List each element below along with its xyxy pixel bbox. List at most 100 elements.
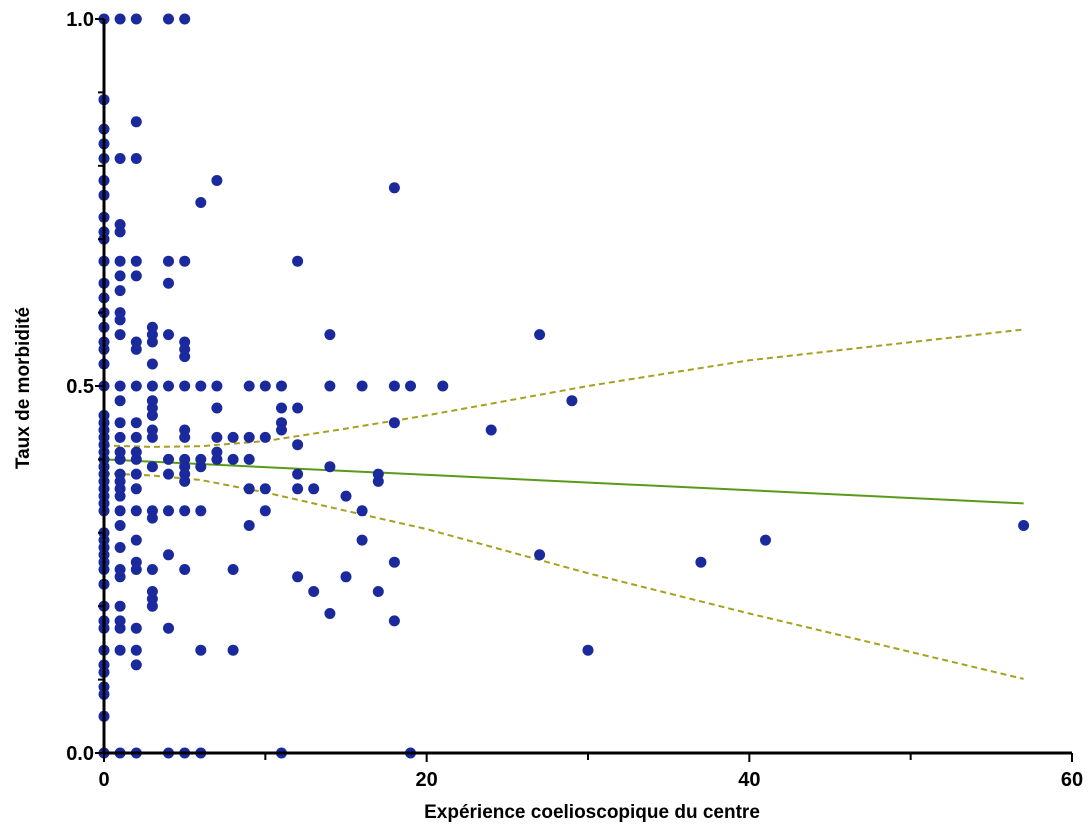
data-point bbox=[340, 571, 352, 583]
data-point bbox=[146, 336, 158, 348]
y-tick-label: 0.0 bbox=[66, 743, 94, 765]
data-point bbox=[130, 116, 142, 128]
data-point bbox=[211, 431, 223, 443]
data-point bbox=[534, 549, 546, 561]
data-point bbox=[760, 534, 771, 546]
data-point bbox=[179, 431, 191, 443]
data-point bbox=[195, 505, 207, 517]
data-point bbox=[130, 644, 142, 656]
data-point bbox=[195, 197, 207, 208]
data-point bbox=[163, 277, 174, 289]
data-point bbox=[292, 571, 304, 583]
x-tick-label: 0 bbox=[98, 769, 109, 791]
ci-upper-line bbox=[103, 328, 1024, 448]
data-point bbox=[227, 453, 239, 465]
data-point bbox=[114, 622, 126, 634]
data-point bbox=[163, 549, 174, 561]
data-point bbox=[340, 490, 352, 502]
data-point bbox=[372, 475, 384, 487]
data-point bbox=[276, 424, 287, 436]
data-point bbox=[163, 453, 174, 465]
data-point bbox=[388, 182, 400, 194]
x-axis-title: Expérience coelioscopique du centre bbox=[424, 802, 760, 823]
data-point bbox=[163, 329, 174, 341]
data-point bbox=[179, 351, 191, 363]
data-point bbox=[211, 175, 223, 186]
data-point bbox=[146, 380, 158, 392]
data-point bbox=[163, 380, 174, 392]
data-point bbox=[195, 644, 207, 656]
data-point bbox=[405, 380, 416, 392]
data-point bbox=[211, 380, 223, 392]
data-point bbox=[163, 505, 174, 517]
data-point bbox=[163, 13, 174, 25]
data-point bbox=[243, 520, 255, 531]
data-point bbox=[388, 556, 400, 568]
data-point bbox=[130, 380, 142, 392]
data-point bbox=[130, 343, 142, 355]
data-point bbox=[388, 615, 400, 627]
data-point bbox=[130, 622, 142, 634]
data-point bbox=[179, 564, 191, 575]
data-point bbox=[130, 13, 142, 25]
data-point bbox=[179, 13, 191, 25]
data-point bbox=[146, 600, 158, 612]
data-point bbox=[227, 564, 239, 575]
data-point bbox=[114, 314, 126, 326]
data-point bbox=[146, 512, 158, 524]
data-point bbox=[130, 153, 142, 164]
data-point bbox=[259, 483, 271, 495]
data-point bbox=[243, 483, 255, 495]
data-point bbox=[114, 255, 126, 267]
data-point bbox=[114, 285, 126, 297]
data-point bbox=[324, 380, 336, 392]
data-point bbox=[114, 505, 126, 517]
confidence-band bbox=[103, 328, 1024, 680]
data-point bbox=[114, 13, 126, 25]
data-point bbox=[292, 439, 304, 451]
data-point bbox=[130, 255, 142, 267]
data-point bbox=[130, 483, 142, 495]
data-point bbox=[179, 505, 191, 517]
data-point bbox=[146, 564, 158, 575]
y-axis-title: Taux de morbidité bbox=[13, 307, 34, 469]
x-tick-label: 60 bbox=[1061, 769, 1083, 791]
data-point bbox=[566, 395, 578, 407]
data-point bbox=[114, 453, 126, 465]
data-point bbox=[1018, 520, 1030, 531]
data-point bbox=[195, 461, 207, 473]
data-point bbox=[146, 358, 158, 370]
data-point bbox=[114, 644, 126, 656]
data-point bbox=[114, 431, 126, 443]
data-point bbox=[146, 431, 158, 443]
data-point bbox=[195, 380, 207, 392]
data-point bbox=[179, 255, 191, 267]
data-point bbox=[211, 453, 223, 465]
data-point bbox=[114, 395, 126, 407]
data-point bbox=[163, 622, 174, 634]
data-point bbox=[114, 600, 126, 612]
data-point bbox=[114, 542, 126, 553]
data-point bbox=[130, 505, 142, 517]
data-point bbox=[243, 431, 255, 443]
data-point bbox=[163, 468, 174, 480]
data-point bbox=[388, 380, 400, 392]
data-point bbox=[114, 490, 126, 502]
data-point bbox=[324, 329, 336, 341]
data-point bbox=[259, 505, 271, 517]
data-point bbox=[130, 659, 142, 671]
data-points bbox=[98, 13, 1030, 759]
regression-line-group bbox=[103, 458, 1024, 505]
data-point bbox=[211, 402, 223, 414]
data-point bbox=[114, 153, 126, 164]
x-tick-label: 20 bbox=[416, 769, 438, 791]
data-point bbox=[130, 431, 142, 443]
data-point bbox=[130, 534, 142, 546]
y-tick-label: 0.5 bbox=[66, 376, 94, 398]
data-point bbox=[243, 380, 255, 392]
data-point bbox=[163, 255, 174, 267]
data-point bbox=[179, 475, 191, 487]
data-point bbox=[114, 571, 126, 583]
x-tick-label: 40 bbox=[738, 769, 760, 791]
